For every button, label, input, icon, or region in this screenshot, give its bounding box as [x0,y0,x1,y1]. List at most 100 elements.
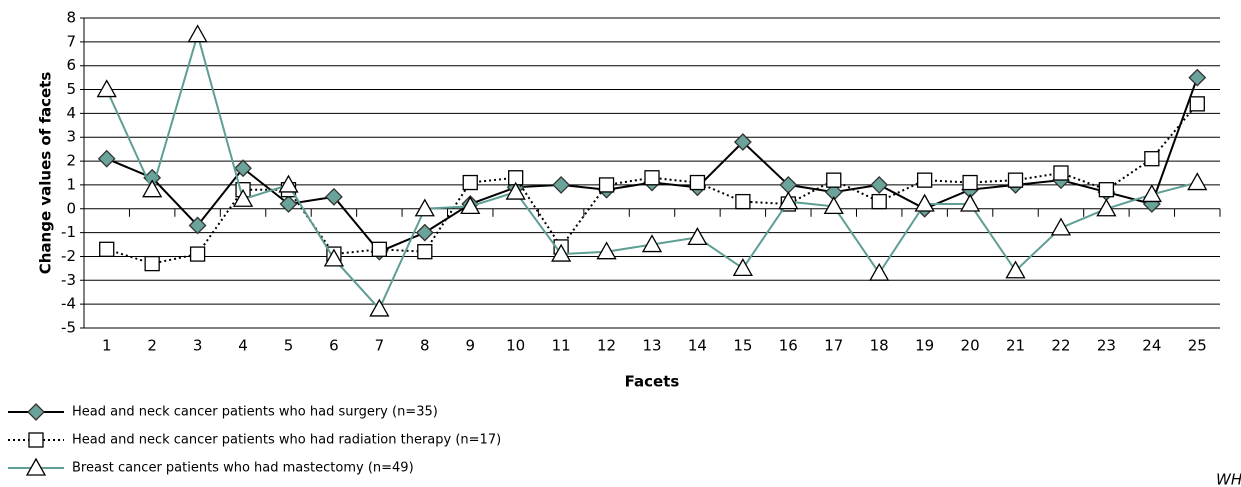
triangle-marker [914,193,935,212]
x-tick-label: 18 [870,337,889,355]
x-tick-label: 25 [1188,337,1207,355]
x-tick-label: 8 [420,337,430,355]
diamond-marker [870,176,889,194]
triangle-marker [369,298,390,317]
x-tick-label: 11 [552,337,571,355]
triangle-marker [1187,172,1208,191]
x-tick-label: 23 [1097,337,1116,355]
square-marker [598,177,615,193]
y-tick-label: 6 [66,56,76,74]
x-tick-label: 1 [102,337,112,355]
triangle-marker [778,191,799,210]
square-marker [644,170,660,186]
square-marker [371,241,388,257]
x-tick-label: 4 [238,337,248,355]
x-tick-label: 22 [1051,337,1070,355]
y-tick-label: 0 [66,199,76,217]
x-tick-label: 21 [1006,337,1025,355]
y-tick-label: 8 [66,9,76,27]
x-tick-label: 5 [284,337,294,355]
square-marker [99,241,115,257]
triangle-marker [232,188,254,207]
triangle-marker [732,258,753,277]
legend-marker [28,432,44,448]
triangle-marker [823,196,844,215]
diamond-marker [325,187,343,206]
y-tick-label: 5 [66,80,76,98]
square-marker [916,172,933,188]
x-tick-label: 7 [375,337,385,355]
triangle-marker [142,179,163,198]
square-marker [871,193,887,210]
x-tick-label: 24 [1142,337,1161,355]
x-tick-label: 9 [465,337,475,355]
diamond-marker [188,216,207,235]
square-marker [1007,172,1024,188]
diamond-marker [1188,68,1207,87]
square-marker [189,246,206,262]
x-tick-label: 6 [329,337,339,355]
y-tick-label: -5 [61,319,76,337]
y-tick-label: 3 [66,128,76,146]
source: WHO [1216,471,1241,487]
y-tick-label: -1 [61,223,76,241]
series-line [106,77,1199,253]
y-tick-label: 4 [66,104,76,122]
legend-label: Head and neck cancer patients who had su… [72,405,438,420]
triangle-marker [641,234,663,253]
x-tick-label: 12 [597,337,616,355]
square-marker [826,172,842,188]
triangle-marker [278,174,299,193]
y-tick-label: 1 [66,175,76,193]
square-marker [1098,182,1115,198]
diamond-marker [234,159,252,178]
x-tick-label: 17 [824,337,843,355]
square-marker [417,244,433,260]
x-axis-label: Facets [625,373,680,391]
square-marker [735,193,751,210]
y-tick-label: -2 [61,247,76,265]
triangle-marker [1005,260,1026,279]
legend-label: Breast cancer patients who had mastectom… [72,461,414,476]
triangle-marker [551,243,572,262]
triangle-marker [460,196,481,215]
square-marker [689,174,706,191]
triangle-marker [596,241,617,260]
x-tick-label: 10 [506,337,525,355]
triangle-marker [1050,217,1072,236]
x-tick-label: 19 [915,337,934,355]
triangle-marker [869,262,890,281]
x-tick-label: 14 [688,337,707,355]
x-tick-label: 15 [733,337,752,355]
diamond-marker [415,223,434,242]
legend-marker [25,457,47,476]
y-axis-label: Change values of facets [37,72,55,275]
triangle-marker [1096,198,1117,217]
x-tick-label: 3 [193,337,203,355]
triangle-marker [323,248,345,267]
triangle-marker [687,227,708,246]
diamond-marker [733,133,752,151]
square-marker [144,255,160,272]
triangle-marker [959,193,981,212]
square-marker [1053,165,1069,181]
square-marker [1144,151,1160,167]
triangle-marker [1141,184,1162,203]
triangle-marker [414,198,435,217]
y-tick-label: 2 [66,152,76,170]
triangle-marker [96,79,117,98]
y-tick-label: -3 [61,271,76,289]
triangle-marker [187,24,208,43]
x-tick-label: 2 [147,337,157,355]
legend-marker [27,403,45,421]
diamond-marker [552,176,571,194]
legend-label: Head and neck cancer patients who had ra… [72,433,501,448]
square-marker [962,174,978,191]
square-marker [462,174,478,191]
diamond-marker [279,195,298,213]
y-tick-label: -4 [61,295,76,313]
x-tick-label: 13 [642,337,661,355]
y-tick-label: 7 [66,32,76,50]
